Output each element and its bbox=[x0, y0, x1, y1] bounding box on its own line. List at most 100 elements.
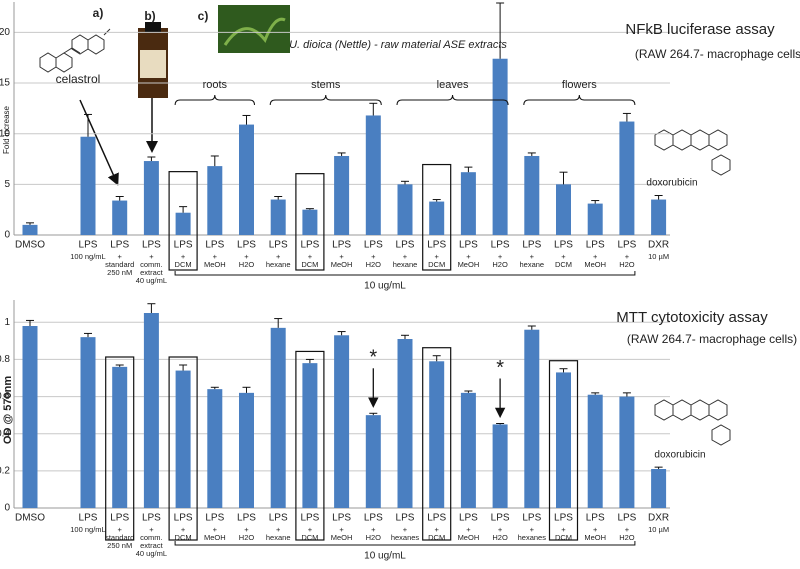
error-bar bbox=[179, 364, 188, 371]
x-tick-label: MeOH bbox=[204, 533, 226, 542]
bar bbox=[397, 339, 413, 508]
celastrol-structure bbox=[39, 28, 111, 73]
bar bbox=[112, 200, 128, 235]
error-bar bbox=[401, 334, 409, 339]
bar bbox=[587, 203, 603, 235]
x-tick-label: LPS bbox=[332, 513, 351, 524]
x-tick-label: MeOH bbox=[331, 260, 353, 269]
x-tick-label: + bbox=[435, 252, 440, 261]
x-tick-label: MeOH bbox=[458, 533, 480, 542]
error-bar bbox=[84, 332, 92, 338]
x-tick-label: LPS bbox=[617, 513, 636, 524]
bar bbox=[22, 326, 38, 508]
error-bar bbox=[591, 200, 600, 204]
bar bbox=[587, 394, 603, 508]
group-label: leaves bbox=[437, 79, 469, 91]
bottle-image bbox=[138, 22, 168, 98]
error-bar bbox=[242, 386, 251, 393]
x-tick-label: + bbox=[339, 525, 344, 534]
x-tick-label: H2O bbox=[492, 533, 508, 542]
x-tick-label: + bbox=[149, 525, 154, 534]
x-tick-label: DCM bbox=[555, 260, 572, 269]
x-tick-label: DCM bbox=[301, 260, 318, 269]
annotation: a) bbox=[93, 6, 104, 20]
bar bbox=[207, 166, 223, 235]
chart-subtitle: (RAW 264.7- macrophage cells) bbox=[635, 47, 800, 61]
x-tick-label: + bbox=[244, 525, 249, 534]
bar bbox=[460, 172, 476, 235]
x-tick-label: + bbox=[118, 525, 123, 534]
error-bar bbox=[147, 303, 156, 313]
error-bar bbox=[496, 423, 505, 425]
x-tick-label: LPS bbox=[396, 240, 415, 251]
bar bbox=[429, 361, 445, 508]
bar bbox=[651, 469, 667, 508]
x-tick-label: 250 nM bbox=[107, 268, 132, 277]
bar bbox=[143, 161, 159, 235]
error-bar bbox=[496, 2, 505, 59]
x-tick-label: + bbox=[308, 525, 313, 534]
x-tick-label: hexanes bbox=[518, 533, 547, 542]
x-tick-label: hexanes bbox=[391, 533, 420, 542]
x-tick-label: LPS bbox=[300, 240, 319, 251]
highlight-box bbox=[168, 171, 198, 271]
x-tick-label: extract bbox=[140, 541, 163, 550]
error-bar bbox=[369, 412, 378, 416]
x-tick-label: + bbox=[371, 525, 376, 534]
chart-title: MTT cytotoxicity assay bbox=[616, 309, 768, 326]
x-tick-label: + bbox=[561, 525, 566, 534]
x-tick-label: LPS bbox=[237, 513, 256, 524]
x-tick-label: LPS bbox=[174, 240, 193, 251]
highlight-box bbox=[168, 356, 198, 541]
x-tick-label: LPS bbox=[205, 513, 224, 524]
x-tick-label: 10 µM bbox=[648, 252, 669, 261]
error-bar bbox=[305, 358, 314, 364]
x-tick-label: + bbox=[435, 525, 440, 534]
annotation: b) bbox=[144, 9, 155, 23]
x-tick-label: H2O bbox=[366, 260, 382, 269]
dose-label: 10 ug/mL bbox=[364, 551, 406, 562]
error-bar bbox=[654, 194, 663, 200]
y-tick-label: 1 bbox=[4, 317, 10, 328]
highlight-box bbox=[548, 360, 579, 541]
x-tick-label: + bbox=[403, 252, 408, 261]
error-bar bbox=[305, 208, 314, 210]
doxorubicin-structure bbox=[654, 129, 731, 446]
x-tick-label: LPS bbox=[554, 513, 573, 524]
error-bar bbox=[622, 392, 631, 397]
error-bar bbox=[369, 102, 378, 116]
error-bar bbox=[210, 155, 219, 167]
error-bar bbox=[274, 318, 283, 328]
bar bbox=[460, 392, 476, 508]
group-label: stems bbox=[311, 79, 341, 91]
dose-label: 10 ug/mL bbox=[364, 281, 406, 292]
bar bbox=[492, 424, 508, 508]
x-tick-label: LPS bbox=[522, 240, 541, 251]
error-bar bbox=[527, 325, 536, 330]
y-tick-label: 0.2 bbox=[0, 465, 10, 476]
x-tick-label: + bbox=[593, 252, 598, 261]
x-tick-label: + bbox=[371, 252, 376, 261]
bar bbox=[524, 155, 540, 235]
x-tick-label: comm. bbox=[140, 260, 163, 269]
x-tick-label: DMSO bbox=[15, 240, 45, 251]
bar bbox=[22, 224, 38, 235]
bar bbox=[270, 199, 286, 235]
error-bar bbox=[210, 386, 219, 390]
annotation: c) bbox=[198, 9, 209, 23]
bar bbox=[619, 121, 635, 235]
chart-title: NFkB luciferase assay bbox=[625, 21, 775, 38]
error-bar bbox=[559, 171, 568, 185]
error-bar bbox=[147, 156, 156, 162]
group-brace bbox=[174, 94, 255, 106]
x-tick-label: + bbox=[466, 525, 471, 534]
x-tick-label: LPS bbox=[586, 513, 605, 524]
bar bbox=[397, 184, 413, 235]
x-tick-label: + bbox=[530, 252, 535, 261]
group-label: roots bbox=[203, 79, 228, 91]
x-tick-label: LPS bbox=[459, 513, 478, 524]
error-bar bbox=[84, 113, 92, 137]
error-bar bbox=[401, 180, 409, 185]
x-tick-label: LPS bbox=[174, 513, 193, 524]
